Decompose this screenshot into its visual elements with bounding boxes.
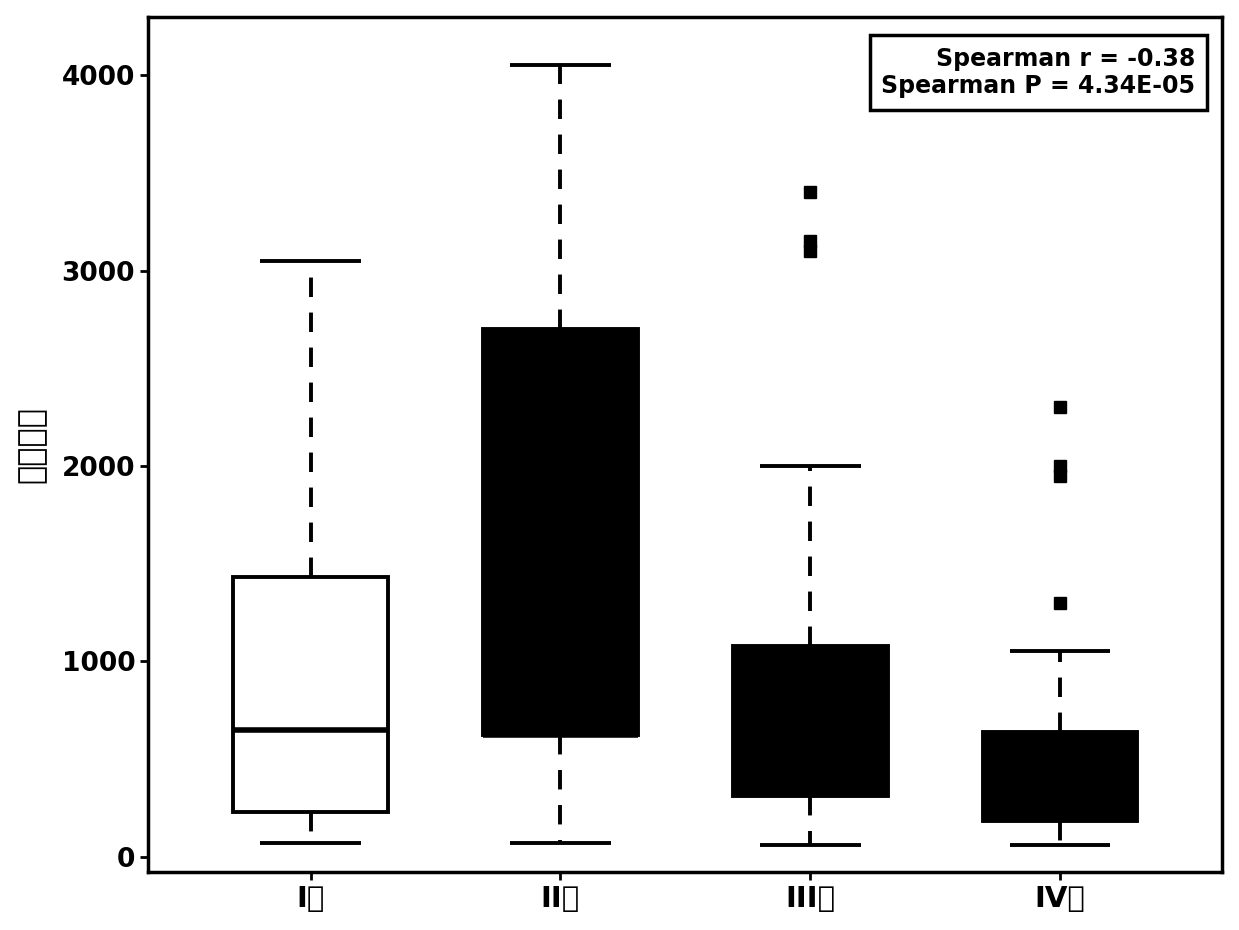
Bar	[483, 329, 638, 736]
Bar	[233, 578, 388, 812]
Text: Spearman r = -0.38
Spearman P = 4.34E-05: Spearman r = -0.38 Spearman P = 4.34E-05	[881, 46, 1196, 99]
Y-axis label: 生存天数: 生存天数	[16, 405, 47, 483]
Bar	[732, 645, 887, 796]
Bar	[983, 732, 1137, 821]
